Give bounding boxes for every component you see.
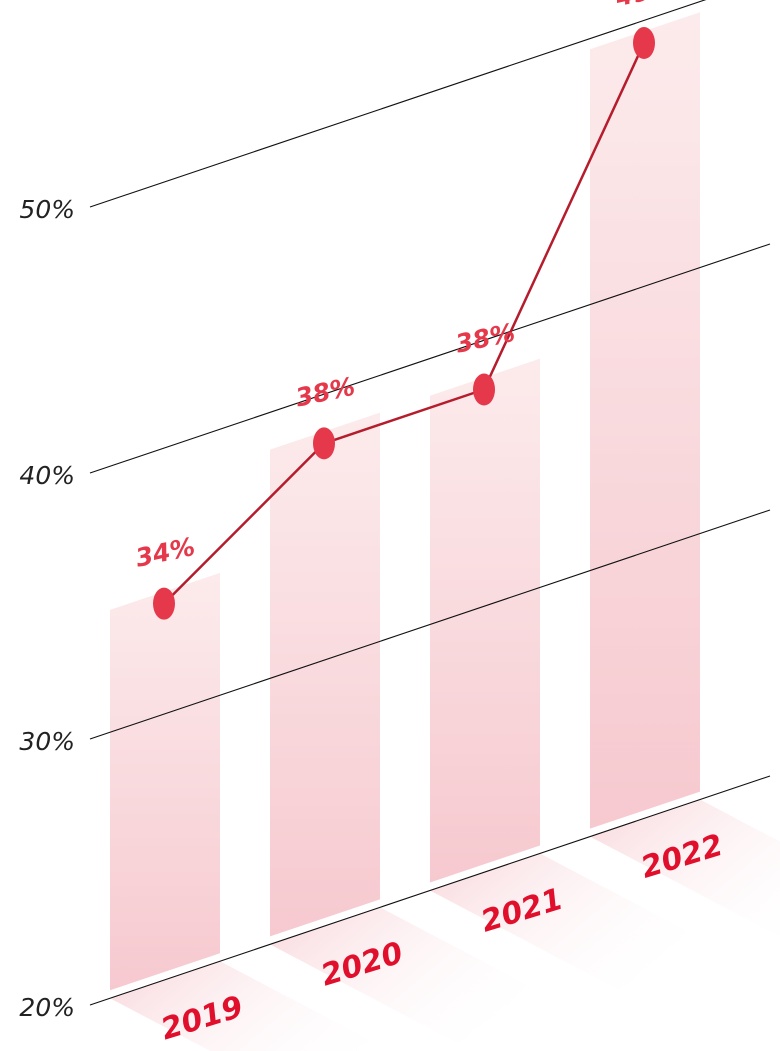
bar [430, 358, 540, 883]
trend-line-layer [163, 42, 646, 605]
data-label: 38% [293, 372, 358, 413]
data-point [473, 373, 495, 406]
y-tick-label: 20% [19, 993, 75, 1022]
data-point [633, 27, 655, 60]
trend-line [163, 42, 646, 605]
bar [110, 572, 220, 991]
y-tick-label: 50% [19, 195, 75, 224]
data-label: 34% [133, 532, 198, 573]
gridlines [89, 0, 771, 1006]
bars [110, 12, 700, 991]
y-axis-ticks: 20% 30% 40% 50% [19, 195, 75, 1022]
bar-shadow [590, 799, 780, 937]
data-point [153, 587, 175, 620]
y-tick-label: 40% [19, 461, 75, 490]
bar [590, 12, 700, 829]
gridline [89, 243, 771, 474]
bar [270, 412, 380, 937]
gridline [89, 775, 771, 1006]
data-label: 49% [612, 0, 678, 12]
y-tick-label: 30% [19, 727, 75, 756]
data-label: 38% [453, 318, 518, 359]
gridline [89, 509, 771, 740]
gridline [89, 0, 707, 208]
bar-shadows [110, 799, 780, 1051]
data-point [313, 427, 335, 460]
markers [153, 27, 655, 620]
bar-shadow [430, 853, 730, 991]
bar-shadow [270, 907, 570, 1045]
bar-shadow [110, 961, 391, 1051]
